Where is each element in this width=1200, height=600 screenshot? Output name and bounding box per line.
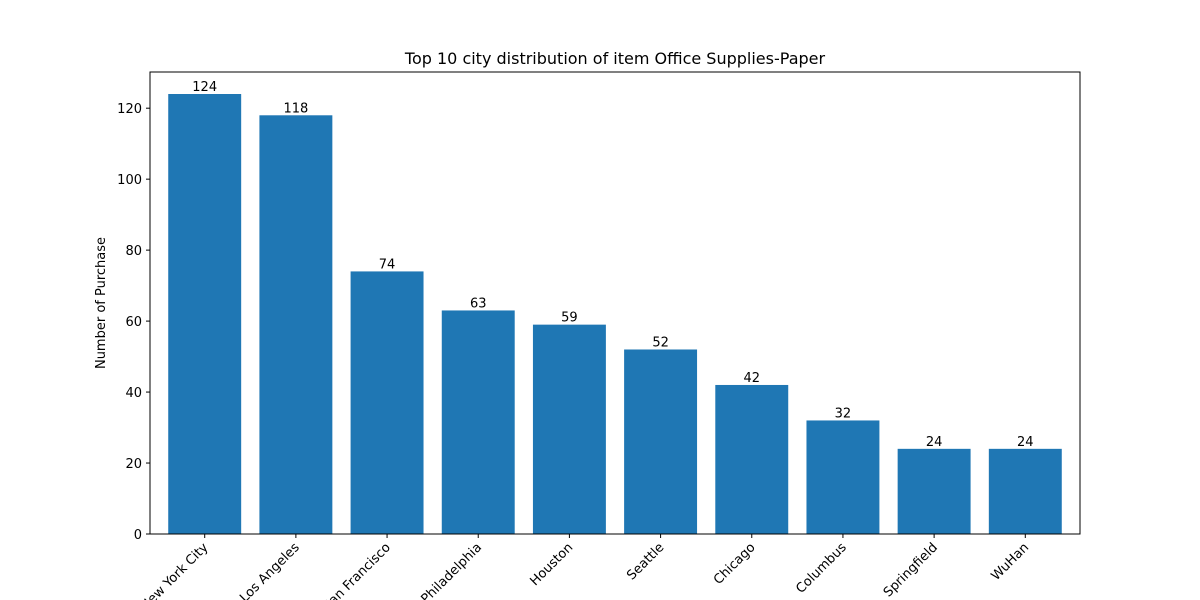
bar-value-label: 24 xyxy=(1017,435,1034,450)
bar xyxy=(624,349,698,534)
bar-value-label: 63 xyxy=(470,296,487,311)
x-tick-label: Chicago xyxy=(711,540,759,588)
plot-area: 124 New York City 118 Los Angeles 74 San Fran… xyxy=(117,71,1081,600)
bar-value-label: 59 xyxy=(561,311,578,326)
y-tick-label: 80 xyxy=(125,244,142,259)
y-tick-label: 40 xyxy=(125,386,142,401)
x-tick-label: WuHan xyxy=(989,540,1033,584)
bar-value-label: 74 xyxy=(379,257,396,272)
bar-value-label: 24 xyxy=(926,435,943,450)
bar xyxy=(897,448,971,534)
x-tick-label: San Francisco xyxy=(320,540,394,600)
x-tick-label: New York City xyxy=(138,540,212,600)
bar xyxy=(715,384,789,534)
bar-value-label: 118 xyxy=(283,101,308,116)
x-tick-label: Columbus xyxy=(793,540,850,597)
bar xyxy=(532,324,606,534)
y-tick-label: 60 xyxy=(125,315,142,330)
y-tick-label: 100 xyxy=(117,173,142,188)
y-axis-title: Number of Purchase xyxy=(94,237,109,369)
x-tick-label: Seattle xyxy=(624,540,667,583)
y-tick-label: 120 xyxy=(117,102,142,117)
bar xyxy=(259,115,333,535)
bar xyxy=(168,94,242,534)
bar-value-label: 42 xyxy=(743,371,760,386)
bar xyxy=(441,310,515,534)
y-tick-label: 20 xyxy=(125,457,142,472)
bar xyxy=(988,448,1062,534)
bar xyxy=(350,271,424,534)
plot-frame xyxy=(149,71,1081,535)
x-tick-label: Los Angeles xyxy=(237,540,303,600)
chart-title: Top 10 city distribution of item Office … xyxy=(404,49,826,68)
bar-value-label: 32 xyxy=(835,406,852,421)
bar-value-label: 124 xyxy=(192,80,217,95)
y-tick-label: 0 xyxy=(134,528,142,543)
bar-value-label: 52 xyxy=(652,335,669,350)
x-tick-label: Springfield xyxy=(881,540,941,600)
bar xyxy=(806,420,880,534)
x-tick-label: Philadelphia xyxy=(418,540,485,600)
x-tick-label: Houston xyxy=(527,540,576,589)
